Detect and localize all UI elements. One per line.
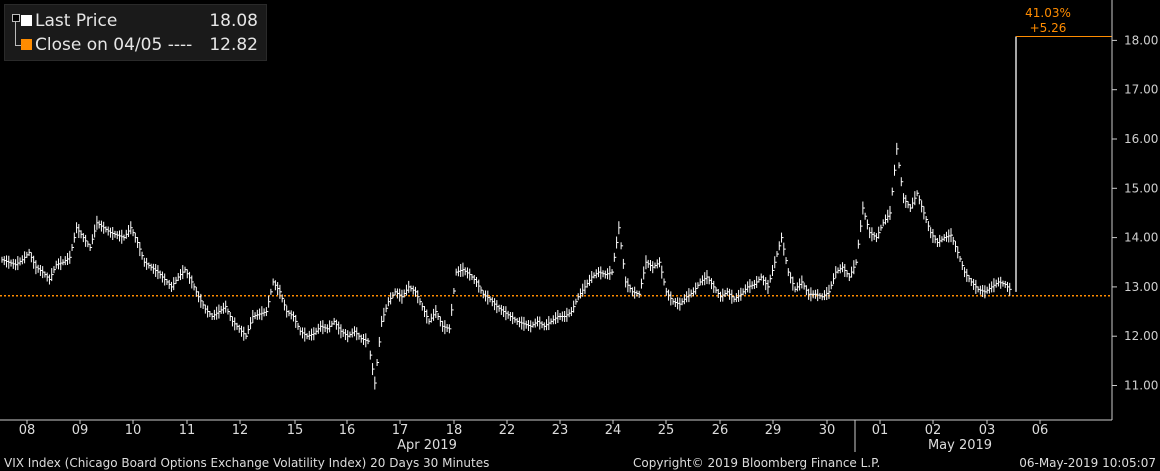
x-tick-label: 24 bbox=[605, 423, 622, 438]
legend-bracket-icon bbox=[12, 14, 22, 46]
legend-last-price: Last Price 18.08 bbox=[21, 9, 260, 33]
footer-timestamp: 06-May-2019 10:05:07 bbox=[1019, 456, 1156, 470]
x-tick-label: 10 bbox=[125, 423, 142, 438]
chart-legend: Last Price 18.08 Close on 04/05 ---- 12.… bbox=[4, 4, 267, 61]
footer-copyright: Copyright© 2019 Bloomberg Finance L.P. bbox=[633, 456, 881, 470]
x-tick-label: 22 bbox=[499, 423, 516, 438]
y-tick-label: 14.00 bbox=[1124, 231, 1158, 245]
x-tick-label: 12 bbox=[232, 423, 249, 438]
y-tick-label: 13.00 bbox=[1124, 280, 1158, 294]
x-tick-label: 25 bbox=[658, 423, 675, 438]
y-tick-label: 18.00 bbox=[1124, 33, 1158, 47]
last-price-swatch-icon bbox=[21, 15, 32, 26]
change-percent-label: 41.03% bbox=[1025, 6, 1071, 20]
y-tick-label: 12.00 bbox=[1124, 329, 1158, 343]
x-tick-label: 01 bbox=[872, 423, 889, 438]
month-label: Apr 2019 bbox=[397, 438, 457, 453]
last-price-label: Last Price bbox=[35, 11, 118, 31]
close-label: Close on 04/05 ---- bbox=[35, 35, 193, 55]
x-tick-label: 23 bbox=[552, 423, 569, 438]
x-tick-label: 08 bbox=[19, 423, 36, 438]
x-tick-label: 16 bbox=[339, 423, 356, 438]
y-tick-label: 16.00 bbox=[1124, 132, 1158, 146]
y-tick-label: 15.00 bbox=[1124, 181, 1158, 195]
x-tick-label: 06 bbox=[1032, 423, 1049, 438]
x-tick-label: 26 bbox=[712, 423, 729, 438]
x-tick-label: 17 bbox=[392, 423, 409, 438]
x-tick-label: 03 bbox=[979, 423, 996, 438]
legend-close: Close on 04/05 ---- 12.82 bbox=[21, 33, 260, 57]
change-points-label: +5.26 bbox=[1030, 21, 1067, 35]
close-value: 12.82 bbox=[209, 35, 258, 55]
close-swatch-icon bbox=[21, 39, 32, 50]
last-price-value: 18.08 bbox=[209, 11, 258, 31]
x-tick-label: 11 bbox=[179, 423, 196, 438]
x-tick-label: 29 bbox=[765, 423, 782, 438]
x-tick-label: 30 bbox=[819, 423, 836, 438]
x-tick-label: 18 bbox=[446, 423, 463, 438]
footer-security-description: VIX Index (Chicago Board Options Exchang… bbox=[4, 456, 490, 470]
y-tick-label: 17.00 bbox=[1124, 83, 1158, 97]
y-tick-label: 11.00 bbox=[1124, 379, 1158, 393]
x-tick-label: 09 bbox=[72, 423, 89, 438]
month-label: May 2019 bbox=[928, 438, 992, 453]
x-tick-label: 02 bbox=[925, 423, 942, 438]
x-tick-label: 15 bbox=[287, 423, 304, 438]
